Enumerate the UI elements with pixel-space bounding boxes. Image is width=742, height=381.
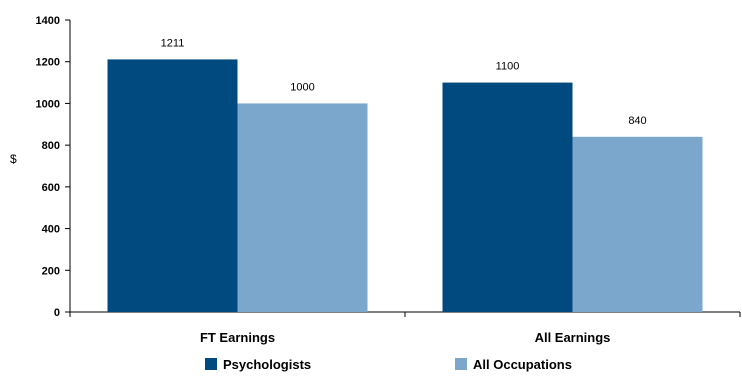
bar (237, 103, 368, 312)
data-label: 1100 (496, 61, 520, 73)
y-tick-label: 1400 (36, 15, 60, 27)
y-tick-label: 1000 (36, 98, 60, 110)
bar (572, 136, 703, 312)
plot-area: 0 200 400 600 800 1000 1200 1400 1211 1000 FT Earn… (36, 15, 741, 345)
y-axis-label: $ (10, 152, 17, 166)
x-category-label: All Earnings (535, 330, 611, 345)
legend-label: Psychologists (223, 357, 311, 372)
legend-label: All Occupations (473, 357, 572, 372)
y-tick-label: 800 (42, 140, 60, 152)
y-tick-label: 200 (42, 265, 60, 277)
legend-swatch (205, 358, 217, 370)
bar (107, 59, 238, 312)
y-tick-label: 0 (54, 307, 60, 319)
x-category-label: FT Earnings (200, 330, 275, 345)
data-label: 840 (628, 115, 646, 127)
legend: Psychologists All Occupations (205, 357, 572, 372)
bar (442, 82, 573, 312)
data-label: 1000 (290, 81, 314, 93)
y-tick-label: 600 (42, 182, 60, 194)
y-tick-label: 400 (42, 224, 60, 236)
data-label: 1211 (161, 37, 185, 49)
legend-swatch (455, 358, 467, 370)
y-tick-label: 1200 (36, 57, 60, 69)
